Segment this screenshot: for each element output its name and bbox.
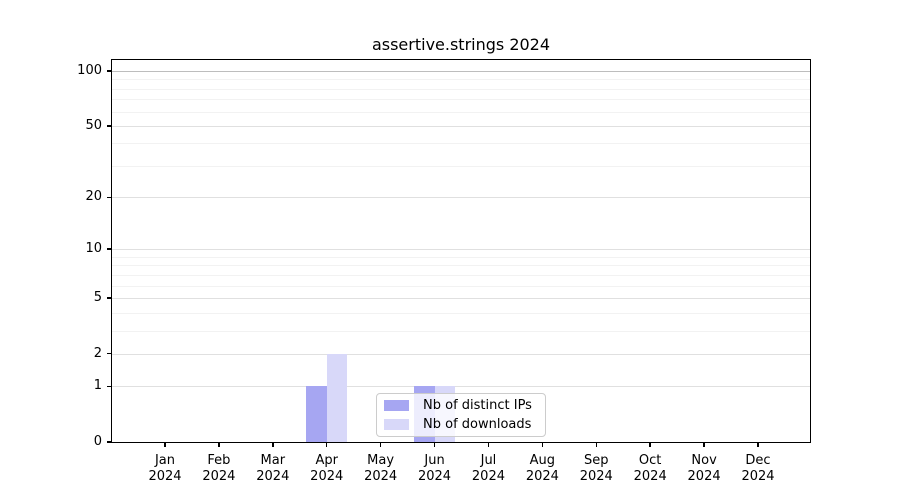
legend-item-downloads: Nb of downloads xyxy=(384,417,545,432)
gridline-y-7 xyxy=(112,274,810,276)
gridline-y-1 xyxy=(112,386,810,388)
x-tick-label-jun: Jun 2024 xyxy=(403,453,467,484)
y-tick-2 xyxy=(107,352,112,355)
gridline-y-9 xyxy=(112,256,810,258)
x-tick-oct xyxy=(649,442,651,447)
x-tick-label-year: 2024 xyxy=(687,468,721,484)
chart-title: assertive.strings 2024 xyxy=(371,35,551,54)
y-tick-label-10: 10 xyxy=(85,241,102,257)
gridline-y-70 xyxy=(112,99,810,101)
y-tick-label-5: 5 xyxy=(93,289,102,305)
x-tick-label-jul: Jul 2024 xyxy=(456,453,520,484)
x-tick-label-may: May 2024 xyxy=(349,453,413,484)
y-tick-label-50: 50 xyxy=(85,117,102,133)
x-tick-label-month: Mar xyxy=(260,453,286,468)
x-tick-label-month: May xyxy=(367,453,395,468)
x-tick-label-year: 2024 xyxy=(202,468,236,484)
x-tick-jan xyxy=(164,442,166,447)
x-tick-label-month: Apr xyxy=(315,453,338,468)
gridline-y-6 xyxy=(112,285,810,287)
x-tick-nov xyxy=(703,442,705,447)
legend: Nb of distinct IPs Nb of downloads xyxy=(376,393,546,437)
x-tick-jul xyxy=(487,442,490,447)
x-tick-feb xyxy=(218,442,220,447)
legend-swatch-distinct-ips xyxy=(384,400,409,411)
x-tick-apr xyxy=(325,442,328,447)
y-tick-label-2: 2 xyxy=(93,345,102,361)
y-tick-5 xyxy=(107,297,112,299)
x-tick-label-year: 2024 xyxy=(256,468,290,484)
y-tick-10 xyxy=(107,248,112,250)
x-tick-label-year: 2024 xyxy=(741,468,775,484)
y-tick-50 xyxy=(107,125,112,127)
x-tick-label-sep: Sep 2024 xyxy=(564,453,628,484)
gridline-y-5 xyxy=(112,297,810,299)
gridline-y-50 xyxy=(112,125,810,127)
gridline-y-80 xyxy=(112,88,810,90)
x-tick-label-month: Jul xyxy=(480,453,497,468)
legend-label-downloads: Nb of downloads xyxy=(423,417,532,432)
x-tick-jun xyxy=(433,442,436,447)
x-tick-label-month: Nov xyxy=(691,453,717,468)
x-tick-dec xyxy=(757,442,759,447)
x-tick-label-apr: Apr 2024 xyxy=(295,453,359,484)
gridline-y-2 xyxy=(112,353,810,355)
x-tick-sep xyxy=(595,442,598,447)
y-tick-20 xyxy=(107,196,112,198)
y-tick-0 xyxy=(107,441,112,443)
x-tick-label-year: 2024 xyxy=(310,468,344,484)
x-tick-label-month: Sep xyxy=(584,453,609,468)
x-tick-mar xyxy=(272,442,274,447)
legend-swatch-downloads xyxy=(384,419,409,430)
bar-downloads-apr xyxy=(326,353,348,442)
legend-item-distinct-ips: Nb of distinct IPs xyxy=(384,398,545,413)
y-tick-label-20: 20 xyxy=(85,189,102,205)
x-tick-label-jan: Jan 2024 xyxy=(133,453,197,484)
gridline-y-90 xyxy=(112,79,810,81)
y-tick-label-0: 0 xyxy=(93,434,102,449)
x-tick-label-aug: Aug 2024 xyxy=(510,453,574,484)
y-tick-label-100: 100 xyxy=(77,63,102,78)
x-tick-label-nov: Nov 2024 xyxy=(672,453,736,484)
x-tick-label-oct: Oct 2024 xyxy=(618,453,682,484)
x-tick-label-feb: Feb 2024 xyxy=(187,453,251,484)
x-tick-aug xyxy=(541,442,544,447)
x-tick-label-year: 2024 xyxy=(148,468,182,484)
gridline-y-100 xyxy=(112,71,810,72)
x-tick-label-month: Jan xyxy=(154,453,176,468)
y-tick-1 xyxy=(107,385,112,388)
x-tick-label-month: Aug xyxy=(529,453,556,468)
y-tick-100 xyxy=(107,70,112,72)
gridline-y-30 xyxy=(112,165,810,167)
x-tick-label-month: Jun xyxy=(424,453,445,468)
x-tick-label-mar: Mar 2024 xyxy=(241,453,305,484)
y-tick-label-1: 1 xyxy=(93,378,102,394)
x-tick-label-month: Feb xyxy=(207,453,231,468)
x-tick-label-year: 2024 xyxy=(579,468,613,484)
x-tick-label-year: 2024 xyxy=(471,468,505,484)
gridline-y-40 xyxy=(112,143,810,145)
x-tick-label-year: 2024 xyxy=(633,468,667,484)
gridline-y-8 xyxy=(112,265,810,267)
gridline-y-3 xyxy=(112,330,810,332)
x-tick-label-year: 2024 xyxy=(364,468,398,484)
gridline-y-10 xyxy=(112,249,810,251)
bar-distinct-ips-apr xyxy=(306,386,327,442)
x-tick-label-year: 2024 xyxy=(417,468,452,484)
x-tick-label-year: 2024 xyxy=(525,468,559,484)
gridline-y-4 xyxy=(112,312,810,314)
x-tick-label-dec: Dec 2024 xyxy=(726,453,790,484)
x-tick-may xyxy=(379,442,382,447)
x-tick-label-month: Dec xyxy=(745,453,771,468)
gridline-y-20 xyxy=(112,197,810,199)
x-tick-label-month: Oct xyxy=(638,453,662,468)
gridline-y-60 xyxy=(112,111,810,113)
legend-label-distinct-ips: Nb of distinct IPs xyxy=(423,398,532,413)
plot-area xyxy=(112,60,810,442)
